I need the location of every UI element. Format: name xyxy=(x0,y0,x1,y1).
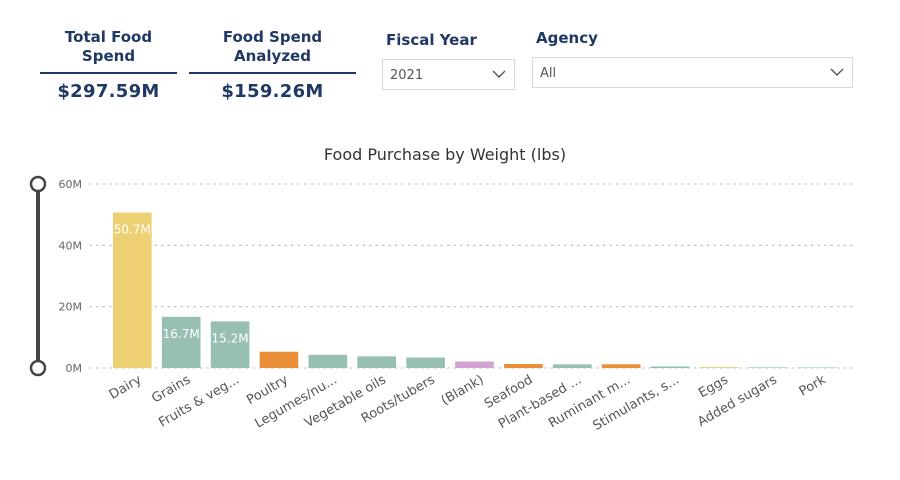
chevron-down-icon xyxy=(830,68,844,76)
chevron-down-icon xyxy=(492,70,506,78)
gridlines xyxy=(89,183,858,369)
kpi-divider xyxy=(40,72,177,74)
kpi-title-line: Spend xyxy=(81,47,136,65)
bar[interactable] xyxy=(259,351,299,368)
bar[interactable] xyxy=(601,364,641,368)
bar[interactable] xyxy=(699,367,739,368)
x-category-label: Pork xyxy=(797,372,829,399)
bar[interactable] xyxy=(357,356,397,368)
agency-dropdown[interactable]: All xyxy=(532,57,853,88)
agency-value: All xyxy=(540,66,557,81)
bar[interactable] xyxy=(308,354,348,368)
kpi-food-spend-analyzed: Food Spend Analyzed $159.26M xyxy=(189,28,356,102)
x-category-label: Plant-based ... xyxy=(496,372,584,432)
bar[interactable] xyxy=(210,321,250,368)
bar[interactable] xyxy=(504,364,543,368)
x-category-label: Dairy xyxy=(107,372,145,402)
slider-handle-top[interactable] xyxy=(29,175,47,193)
data-label: 15.2M xyxy=(212,331,249,345)
data-label: 50.7M xyxy=(114,223,151,237)
bar[interactable] xyxy=(161,316,201,368)
bars xyxy=(113,212,836,369)
kpi-food-spend-analyzed-title: Food Spend Analyzed xyxy=(189,28,356,68)
agency-label: Agency xyxy=(536,29,598,47)
bar[interactable] xyxy=(113,212,152,368)
y-tick-label: 20M xyxy=(59,301,83,314)
bar[interactable] xyxy=(650,366,690,368)
bar[interactable] xyxy=(748,367,788,368)
kpi-food-spend-analyzed-value: $159.26M xyxy=(221,81,324,102)
y-range-slider[interactable] xyxy=(29,175,47,377)
x-category-label: Legumes/nu... xyxy=(252,372,339,431)
bar[interactable] xyxy=(797,367,836,369)
kpi-divider xyxy=(189,72,356,74)
kpi-total-food-spend-title: Total Food Spend xyxy=(40,28,177,68)
x-category-label: (Blank) xyxy=(439,372,487,408)
bar[interactable] xyxy=(552,364,592,368)
bar[interactable] xyxy=(406,357,445,368)
slider-handle-bottom[interactable] xyxy=(29,359,47,377)
data-label: 16.7M xyxy=(163,327,200,341)
bar[interactable] xyxy=(455,361,494,368)
fiscal-year-value: 2021 xyxy=(390,68,424,83)
kpi-title-line: Food Spend xyxy=(222,28,323,46)
y-tick-label: 60M xyxy=(59,178,83,191)
chart-title: Food Purchase by Weight (lbs) xyxy=(324,145,566,164)
x-category-label: Eggs xyxy=(696,372,731,401)
fiscal-year-dropdown[interactable]: 2021 xyxy=(382,59,515,90)
data-labels: 50.7M 16.7M 15.2M xyxy=(114,223,249,346)
x-category-label: Vegetable oils xyxy=(302,372,389,431)
kpi-title-line: Total Food xyxy=(64,28,153,46)
x-category-label: Ruminant m... xyxy=(546,372,633,431)
kpi-total-food-spend: Total Food Spend $297.59M xyxy=(40,28,177,102)
y-tick-label: 40M xyxy=(59,239,83,252)
y-tick-label: 0M xyxy=(66,362,83,375)
y-axis-ticks: 0M 20M 40M 60M xyxy=(59,178,83,375)
kpi-total-food-spend-value: $297.59M xyxy=(57,81,160,102)
x-category-label: Stimulants, s... xyxy=(591,372,683,433)
fiscal-year-label: Fiscal Year xyxy=(386,31,477,49)
kpi-title-line: Analyzed xyxy=(234,47,311,65)
